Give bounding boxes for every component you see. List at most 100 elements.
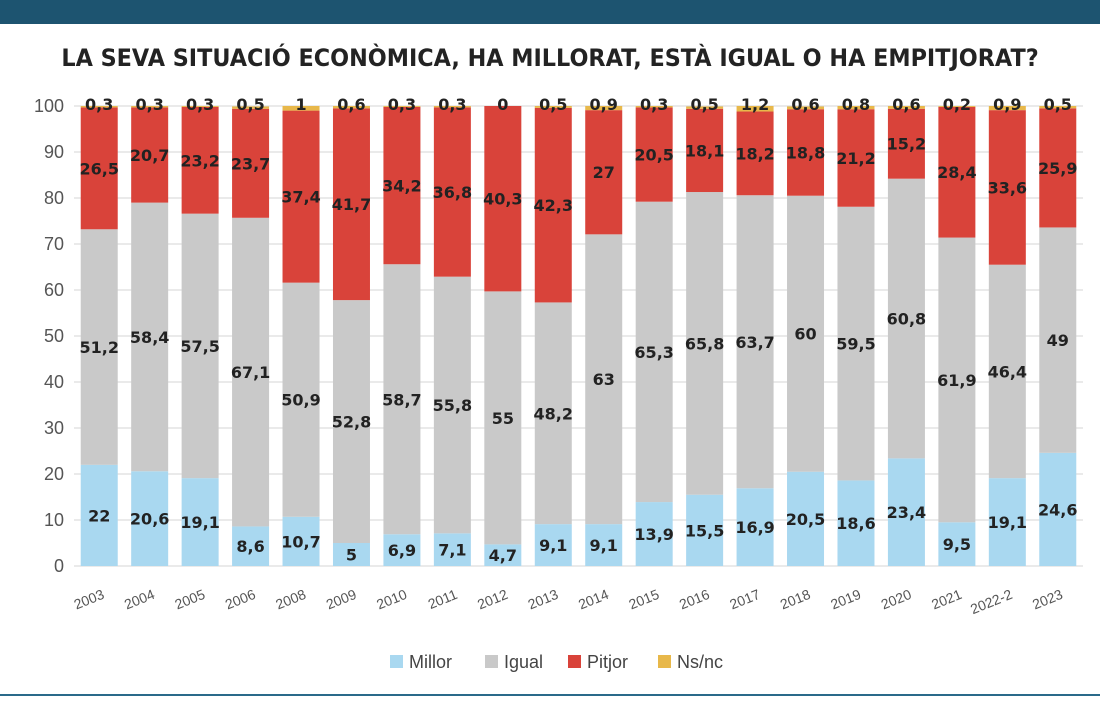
legend-swatch <box>390 655 403 668</box>
data-label: 9,1 <box>539 536 567 555</box>
bar-segment-igual <box>433 276 471 534</box>
bottom-rule <box>0 694 1100 696</box>
bar-segment-ns-nc <box>282 106 320 111</box>
x-tick-label: 2018 <box>778 586 813 613</box>
bar-segment-pitjor <box>181 106 219 214</box>
x-tick-label: 2014 <box>576 586 611 613</box>
bar-segment-pitjor <box>988 110 1026 265</box>
x-tick-label: 2003 <box>71 586 106 613</box>
bar-segment-igual <box>534 302 572 525</box>
bar-segment-ns-nc <box>887 106 925 109</box>
data-label: 0,5 <box>690 95 718 114</box>
data-label: 65,8 <box>685 334 724 353</box>
bar-segment-pitjor <box>686 108 724 193</box>
bar-segment-pitjor <box>837 109 875 207</box>
x-tick-label: 2004 <box>122 586 157 613</box>
bar-segment-millor <box>635 502 673 566</box>
bar-segment-ns-nc <box>1039 106 1077 109</box>
data-label: 28,4 <box>937 163 976 182</box>
x-tick-label: 2023 <box>1030 586 1065 613</box>
x-tick-label: 2020 <box>879 586 914 613</box>
data-label: 0,3 <box>136 95 164 114</box>
data-label: 67,1 <box>231 363 270 382</box>
x-tick-label: 2005 <box>172 586 207 613</box>
y-axis: 0 10 20 30 40 50 60 70 80 90 100 <box>34 96 64 576</box>
bar-segment-ns-nc <box>80 106 118 108</box>
bar-segment-ns-nc <box>988 106 1026 111</box>
data-label: 15,2 <box>887 135 926 154</box>
x-tick-label: 2013 <box>526 586 561 613</box>
legend-swatch <box>568 655 581 668</box>
data-label: 13,9 <box>634 525 673 544</box>
data-label: 26,5 <box>79 159 118 178</box>
legend-label: Pitjor <box>587 652 628 672</box>
data-label: 52,8 <box>332 413 371 432</box>
data-label: 10,7 <box>281 532 320 551</box>
bar-segment-millor <box>383 534 421 566</box>
x-tick-label: 2009 <box>324 586 359 613</box>
data-label: 60,8 <box>887 310 926 329</box>
data-label: 24,6 <box>1038 500 1077 519</box>
data-label: 18,8 <box>786 143 825 162</box>
bar-segment-igual <box>887 178 925 459</box>
bar-segment-ns-nc <box>232 106 270 109</box>
data-label: 48,2 <box>534 404 573 423</box>
data-label: 33,6 <box>988 178 1027 197</box>
bar-segment-igual <box>837 206 875 481</box>
bar-segment-pitjor <box>80 107 118 230</box>
data-label: 0,6 <box>337 95 365 114</box>
bar-segment-millor <box>887 458 925 566</box>
bar-segment-ns-nc <box>181 106 219 107</box>
data-label: 65,3 <box>634 343 673 362</box>
bars <box>80 106 1077 566</box>
bar-segment-igual <box>988 264 1026 479</box>
bar-segment-pitjor <box>585 110 623 235</box>
data-label: 20,6 <box>130 510 169 529</box>
legend-label: Ns/nc <box>677 652 723 672</box>
bar-segment-ns-nc <box>534 106 572 108</box>
data-label: 18,2 <box>735 144 774 163</box>
chart-title: LA SEVA SITUACIÓ ECONÒMICA, HA MILLORAT,… <box>61 44 1039 72</box>
x-tick-label: 2015 <box>626 586 661 613</box>
data-label: 0,3 <box>438 95 466 114</box>
bar-segment-millor <box>787 471 825 566</box>
data-label: 0,6 <box>791 95 819 114</box>
bar-segment-millor <box>988 478 1026 566</box>
data-label: 50,9 <box>281 391 320 410</box>
bar-segment-pitjor <box>232 108 270 218</box>
data-label: 9,1 <box>590 536 618 555</box>
bar-segment-igual <box>635 201 673 503</box>
bar-segment-pitjor <box>887 108 925 179</box>
data-label: 20,5 <box>634 146 673 165</box>
data-label: 1 <box>295 95 306 114</box>
data-label: 16,9 <box>735 518 774 537</box>
bar-segment-ns-nc <box>433 106 471 108</box>
data-label: 23,7 <box>231 154 270 173</box>
x-tick-label: 2021 <box>929 586 964 613</box>
bar-segment-pitjor <box>736 111 774 196</box>
data-label: 7,1 <box>438 541 466 560</box>
data-label: 19,1 <box>988 513 1027 532</box>
x-tick-label: 2008 <box>273 586 308 613</box>
bar-segment-pitjor <box>484 106 522 292</box>
bar-segment-ns-nc <box>585 106 623 111</box>
y-tick-label: 100 <box>34 96 64 116</box>
data-label: 0,5 <box>236 95 264 114</box>
data-label: 18,1 <box>685 141 724 160</box>
data-label: 55 <box>492 409 514 428</box>
bar-segment-igual <box>282 282 320 517</box>
data-label: 20,7 <box>130 146 169 165</box>
x-tick-label: 2010 <box>374 586 409 613</box>
data-label: 0,8 <box>842 95 870 114</box>
data-label: 27 <box>593 163 615 182</box>
bar-segment-pitjor <box>282 110 320 283</box>
data-label: 58,7 <box>382 390 421 409</box>
data-labels: 2251,226,50,320,658,420,70,319,157,523,2… <box>79 95 1077 565</box>
bar-segment-igual <box>232 217 270 527</box>
bar-segment-igual <box>736 195 774 489</box>
bar-segment-millor <box>80 464 118 566</box>
x-axis: 2003 2004 2005 2006 2008 2009 2010 2011 2012 2013… <box>71 586 1065 617</box>
data-label: 0,6 <box>892 95 920 114</box>
y-tick-label: 60 <box>44 280 64 300</box>
